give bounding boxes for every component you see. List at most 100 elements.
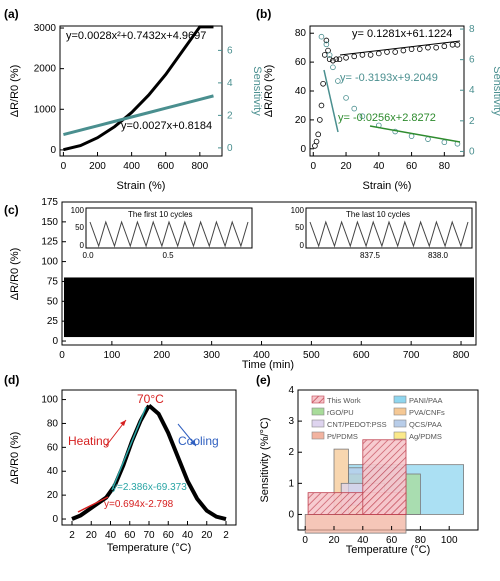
data-point-sensitivity [425, 136, 431, 142]
legend-entry: This Work [327, 396, 361, 405]
x-tick-label: 400 [123, 161, 140, 172]
y-tick-label: 25 [47, 316, 59, 327]
y-tick-label: 2 [288, 447, 294, 458]
legend-swatch [311, 395, 325, 404]
data-point-sensitivity [330, 64, 336, 71]
x-tick-label: 60 [406, 161, 418, 172]
y2-tick-label: 4 [227, 78, 233, 89]
inset-last-ytick: 100 [291, 206, 305, 215]
data-point-sensitivity [359, 113, 366, 120]
inset-first-cycles: The first 10 cycles 100 50 0 0.0 0.5 [71, 206, 253, 260]
y2-tick-label: 0 [227, 143, 233, 154]
annotation-fit-upper: y= 0.1281x+61.1224 [352, 28, 452, 40]
x-tick-label: 0 [61, 161, 67, 172]
annotation-fit-linear: y=0.0027x+0.8184 [121, 120, 212, 132]
data-point-sensitivity [351, 105, 358, 112]
cooling-label: Cooling [178, 434, 219, 448]
y-tick-label: 60 [295, 57, 307, 68]
fit-line-rise [111, 406, 147, 491]
x-tick-label: 80 [439, 161, 451, 172]
data-point-response [425, 44, 431, 51]
data-point-response [321, 52, 328, 58]
data-point-response [343, 54, 349, 61]
y-tick-label: 20 [295, 115, 307, 126]
bar-this-work [362, 439, 407, 515]
x-axis-label-e: Temperature (°C) [346, 544, 430, 556]
x-tick-label: 800 [453, 350, 470, 361]
data-point-response [351, 53, 358, 60]
legend-entry: CNT/PEDOT:PSS [327, 420, 387, 429]
inset-last-xtick: 837.5 [360, 251, 381, 260]
panel-label-b: (b) [256, 7, 271, 21]
y-tick-label: 60 [47, 442, 59, 453]
inset-first-xtick: 0.5 [162, 251, 174, 260]
panel-a: 0 200 400 600 800 0 1000 2000 3000 0 2 4 6 y=0.0028x… [9, 23, 263, 192]
peak-label: 70°C [137, 392, 164, 406]
y-tick-label: 80 [47, 418, 59, 429]
inset-last-xtick: 838.0 [428, 251, 449, 260]
legend-swatch [393, 419, 407, 428]
panel-label-c: (c) [4, 203, 19, 217]
data-point-response [376, 50, 382, 57]
fit-line-upper [339, 40, 461, 56]
data-point-response [416, 46, 423, 52]
y-tick-label: 0 [52, 514, 58, 525]
y-tick-label: 1 [288, 478, 294, 489]
data-point-response [367, 52, 374, 58]
plot-frame-a [59, 25, 223, 157]
annotation-fit-quadratic: y=0.0028x²+0.7432x+4.9697 [66, 30, 206, 42]
y-axis-label-a: ΔR/R0 (%) [9, 65, 21, 118]
data-point-response [325, 47, 331, 54]
cooling-arrow-head [190, 440, 196, 446]
x-tick-label: 20 [340, 161, 352, 172]
x-tick-label: 100 [441, 535, 458, 546]
cooling-curve [147, 404, 227, 521]
annotation-fit-steep: y= -0.3193x+9.2049 [340, 72, 438, 84]
x-tick-label: 100 [104, 350, 121, 361]
panel-label-a: (a) [4, 7, 19, 21]
legend-entry: PANI/PAA [409, 396, 442, 405]
data-point-sensitivity [326, 52, 333, 58]
data-point-response [330, 57, 336, 64]
x-tick-label: 80 [415, 535, 427, 546]
legend-swatch [311, 407, 325, 416]
x-axis-label-d: Temperature (°C) [107, 542, 191, 554]
legend-swatch [393, 431, 407, 440]
x-tick-label: 2 [223, 530, 229, 541]
data-point-sensitivity [343, 95, 349, 101]
data-point-response [315, 131, 321, 138]
x-tick-label: 500 [303, 350, 320, 361]
data-point-response [313, 138, 320, 145]
y-tick-label: 1000 [34, 104, 57, 115]
y2-tick-label: 6 [469, 55, 475, 66]
heating-label: Heating [68, 434, 109, 448]
x-tick-label: 20 [201, 530, 213, 541]
y2-axis-label-a: Sensitivity [251, 66, 263, 116]
fit-label-rise: y=2.386x-69.373 [112, 482, 187, 493]
y-tick-label: 150 [41, 217, 58, 228]
y-tick-label: 20 [47, 490, 59, 501]
x-tick-label: 2 [69, 530, 75, 541]
data-point-response [359, 52, 366, 58]
y2-tick-label: 8 [469, 24, 475, 35]
panel-c: 0 100 200 300 400 500 600 700 800025507510012515… [9, 197, 477, 371]
y-axis-label-b: ΔR/R0 (%) [263, 65, 275, 118]
y-tick-label: 175 [41, 197, 58, 208]
data-point-response [317, 117, 323, 123]
data-point-response [454, 41, 461, 48]
y-tick-label: 40 [47, 466, 59, 477]
fit-label-low: y=0.694x-2.798 [104, 499, 174, 510]
y2-tick-label: 2 [469, 116, 475, 127]
panel-label-e: (e) [256, 373, 271, 387]
x-axis-label-a: Strain (%) [117, 180, 166, 192]
x-tick-label: 20 [328, 535, 340, 546]
series-line-quadratic [63, 25, 214, 152]
series-line-sensitivity [63, 94, 214, 137]
data-point-response [433, 44, 439, 51]
y-tick-label: 0 [288, 509, 294, 520]
panel-b: 0 20 40 60 80 0 20 40 60 80 0 2 4 6 8 y= 0.1281x+61.12… [263, 24, 500, 192]
x-tick-label: 20 [86, 530, 98, 541]
plot-frame-c [61, 201, 477, 346]
